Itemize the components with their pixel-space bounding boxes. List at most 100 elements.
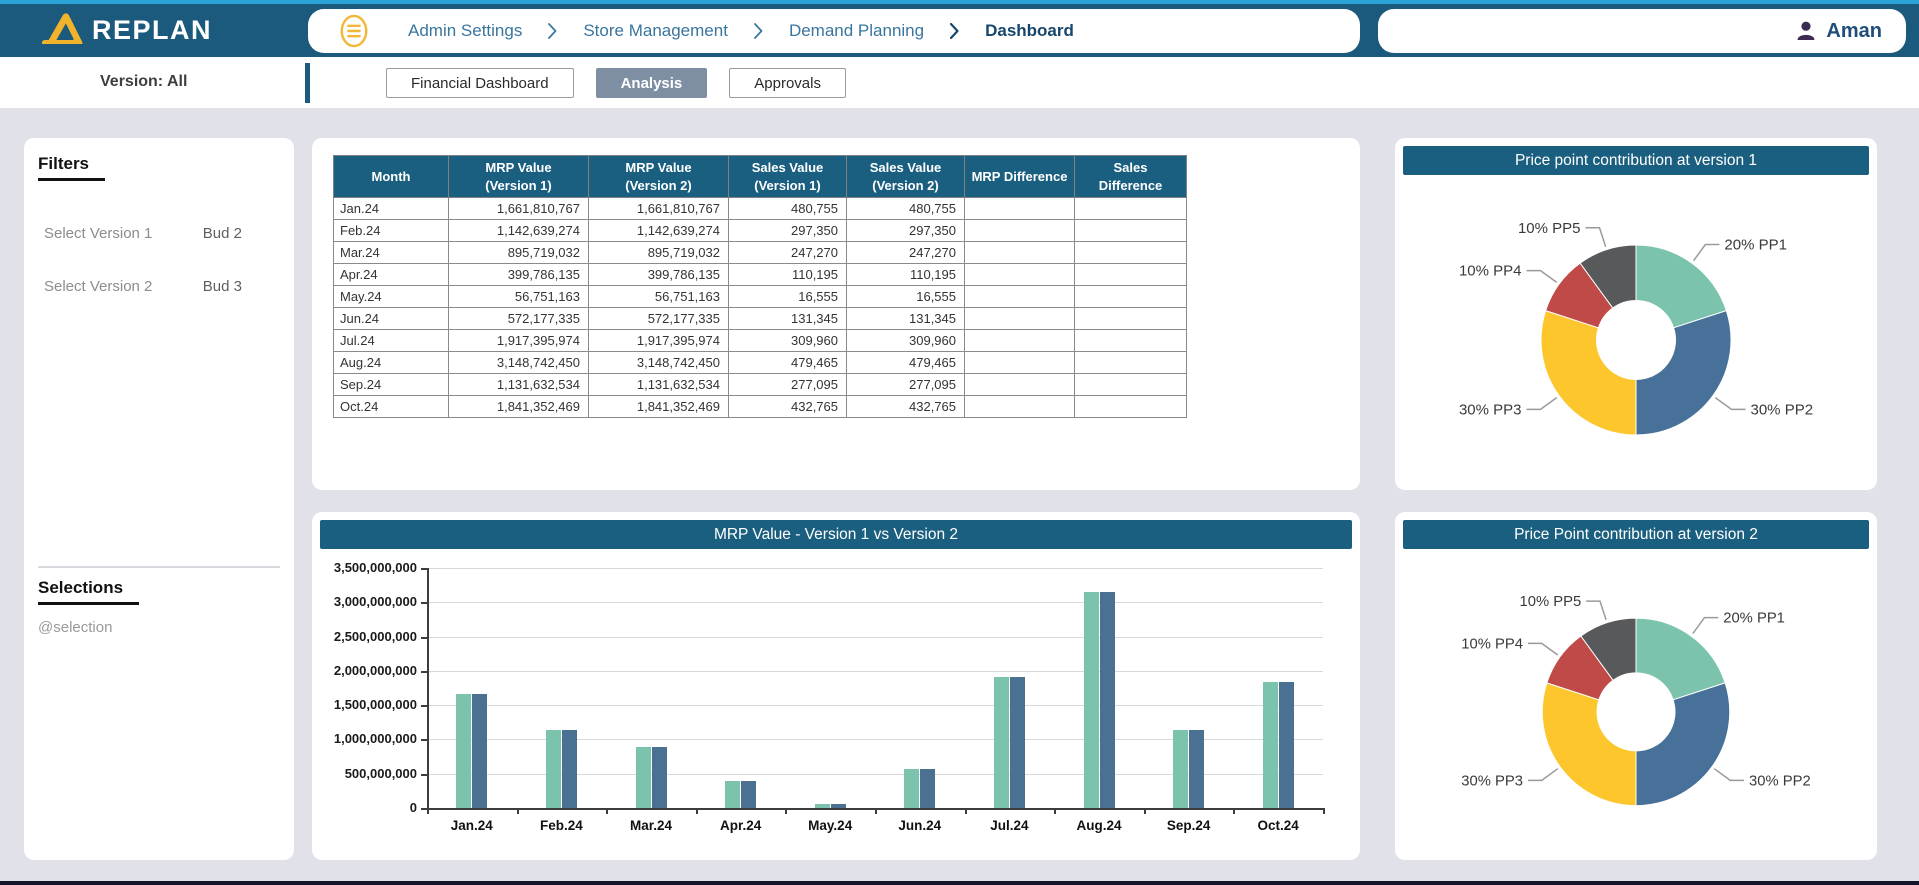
- x-label-apr-24: Apr.24: [719, 818, 762, 833]
- value-cell: 1,142,639,274: [588, 219, 729, 243]
- user-name: Aman: [1826, 19, 1882, 42]
- donut-chart-version2: 20% PP1 30% PP2 30% PP3 10% PP4 10% PP5: [1461, 594, 1811, 807]
- value-cell: 3,148,742,450: [448, 351, 589, 375]
- bar-mar-24-version-1: [635, 746, 651, 808]
- column-header-sales-value-version-2: Sales Value (Version 2): [846, 154, 965, 199]
- donut-leader-line: [1692, 243, 1720, 262]
- y-tick-label: 1,500,000,000: [333, 697, 417, 713]
- breadcrumb-item-admin-settings[interactable]: Admin Settings: [408, 21, 523, 40]
- tab-approvals[interactable]: Approvals: [729, 68, 846, 98]
- breadcrumb-item-dashboard[interactable]: Dashboard: [985, 21, 1074, 40]
- value-cell: 432,765: [846, 395, 965, 419]
- value-cell: [1074, 285, 1187, 309]
- y-tick-label: 0: [409, 800, 417, 815]
- value-cell: 247,270: [846, 241, 965, 265]
- filters-panel: Filters Select Version 1 Bud 2 Select Vers…: [24, 138, 294, 860]
- bar-aug-24-version-1: [1083, 592, 1099, 808]
- value-cell: [964, 373, 1075, 397]
- menu-icon[interactable]: [338, 12, 370, 50]
- y-tick: [421, 739, 427, 742]
- x-label-aug-24: Aug.24: [1076, 818, 1122, 833]
- table-row: Jul.24 1,917,395,974 1,917,395,974 309,960 3…: [333, 329, 1187, 353]
- y-tick-label: 1,000,000,000: [333, 731, 417, 747]
- mrp-bar-chart-card: MRP Value - Version 1 vs Version 2 0 500,…: [312, 512, 1360, 860]
- breadcrumb: Admin Settings Store Management Demand Pla…: [308, 9, 1360, 53]
- x-label-mar-24: Mar.24: [629, 818, 672, 833]
- donut1-title: Price point contribution at version 1: [1403, 146, 1869, 175]
- toolbar-underline: [0, 44, 302, 52]
- value-cell: 1,131,632,534: [588, 373, 729, 397]
- value-cell: 277,095: [728, 373, 847, 397]
- y-tick: [421, 636, 427, 639]
- month-cell: Aug.24: [333, 351, 449, 375]
- donut-leader-line: [1526, 269, 1558, 284]
- y-tick: [421, 568, 427, 570]
- value-cell: [1074, 329, 1187, 353]
- value-cell: [1074, 307, 1187, 331]
- x-label-jun-24: Jun.24: [898, 818, 942, 833]
- value-cell: 572,177,335: [448, 307, 589, 331]
- bar-apr-24-version-2: [741, 780, 757, 808]
- bar-may-24-version-2: [830, 804, 846, 808]
- donut-slice-pp5: [1579, 244, 1637, 309]
- value-cell: 16,555: [846, 285, 965, 309]
- donut-label-pp1: 20% PP1: [1723, 611, 1785, 627]
- bar-jan-24-version-1: [456, 694, 472, 808]
- value-cell: 1,917,395,974: [448, 329, 589, 353]
- value-cell: 110,195: [728, 263, 847, 287]
- y-axis-line: [427, 568, 429, 810]
- filters-title: Filters: [38, 154, 106, 181]
- filter-label: Select Version 1: [44, 225, 153, 242]
- bar-oct-24-version-2: [1278, 681, 1294, 808]
- tab-analysis[interactable]: Analysis: [595, 68, 708, 98]
- y-tick-label: 500,000,000: [344, 765, 417, 781]
- gridline: [427, 739, 1323, 741]
- bar-jul-24-version-2: [1009, 676, 1025, 808]
- donut-label-pp4: 10% PP4: [1461, 636, 1523, 652]
- selection-value: @selection: [38, 619, 113, 636]
- filter-row-select-version-1: Select Version 1 Bud 2: [24, 225, 294, 242]
- bar-jun-24-version-2: [920, 768, 936, 808]
- value-cell: 432,765: [728, 395, 847, 419]
- value-cell: 297,350: [728, 219, 847, 243]
- breadcrumb-item-store-management[interactable]: Store Management: [583, 21, 728, 40]
- gridline: [427, 773, 1323, 775]
- bottom-edge: [0, 881, 1919, 885]
- value-cell: 3,148,742,450: [588, 351, 729, 375]
- toolbar: Version: All Financial Dashboard Analysis…: [0, 57, 1919, 108]
- donut-label-pp2: 30% PP2: [1749, 773, 1811, 789]
- value-cell: 1,841,352,469: [588, 395, 729, 419]
- filter-value-select-version-1[interactable]: Bud 2: [202, 225, 242, 242]
- value-cell: 479,465: [846, 351, 965, 375]
- y-tick-label: 2,000,000,000: [333, 662, 417, 678]
- month-cell: Jul.24: [333, 329, 449, 353]
- table-row: Jun.24 572,177,335 572,177,335 131,345 131,3…: [333, 307, 1187, 331]
- breadcrumb-item-demand-planning[interactable]: Demand Planning: [788, 21, 925, 40]
- bar-feb-24-version-1: [545, 729, 561, 808]
- donut-label-pp3: 30% PP3: [1459, 401, 1522, 418]
- value-cell: [1074, 395, 1187, 419]
- user-pill[interactable]: Aman: [1378, 9, 1906, 53]
- donut-slice-pp3: [1541, 682, 1637, 807]
- tab-financial-dashboard[interactable]: Financial Dashboard: [386, 68, 574, 98]
- value-cell: [1074, 373, 1187, 397]
- table-row: May.24 56,751,163 56,751,163 16,555 16,555: [333, 285, 1187, 309]
- x-tick: [427, 808, 429, 814]
- value-cell: 297,350: [846, 219, 965, 243]
- bar-apr-24-version-1: [725, 780, 741, 808]
- filter-value-select-version-2[interactable]: Bud 3: [202, 278, 242, 295]
- sidebar-divider: [38, 566, 280, 568]
- x-tick: [875, 808, 877, 814]
- value-cell: 277,095: [846, 373, 965, 397]
- x-tick: [516, 808, 519, 814]
- donut-leader-line: [1714, 396, 1746, 411]
- value-cell: [964, 351, 1075, 375]
- y-tick-label: 2,500,000,000: [333, 628, 417, 644]
- donut-slice-pp2: [1635, 310, 1732, 436]
- x-tick: [695, 808, 698, 814]
- table-header-row: Month MRP Value (Version 1) MRP Value (Ver…: [333, 154, 1187, 199]
- breadcrumb-items: Admin Settings Store Management Demand Pla…: [408, 21, 1074, 41]
- value-cell: 131,345: [846, 307, 965, 331]
- value-cell: 480,755: [728, 197, 847, 221]
